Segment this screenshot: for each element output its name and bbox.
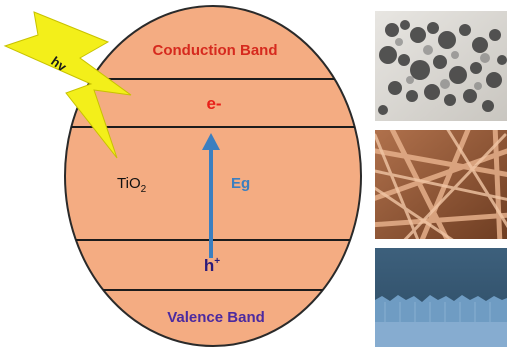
bandgap-label: Eg bbox=[231, 175, 250, 192]
hole-superscript: + bbox=[214, 256, 220, 267]
valence-band-label: Valence Band bbox=[167, 309, 265, 326]
nanofiber-micrograph bbox=[375, 130, 507, 239]
material-label: TiO2 bbox=[117, 175, 147, 195]
cross-section-micrograph bbox=[375, 248, 507, 347]
tem-micrograph bbox=[375, 11, 507, 121]
band-lines bbox=[65, 78, 361, 291]
material-main: TiO bbox=[117, 175, 141, 192]
material-subscript: 2 bbox=[141, 184, 147, 195]
hole-main: h bbox=[204, 256, 214, 275]
conduction-band-label: Conduction Band bbox=[153, 42, 278, 59]
electron-label: e- bbox=[206, 94, 221, 113]
lightning-bolt-icon: hv bbox=[3, 11, 132, 159]
hole-label: h+ bbox=[204, 256, 220, 275]
excitation-arrow bbox=[202, 133, 220, 258]
